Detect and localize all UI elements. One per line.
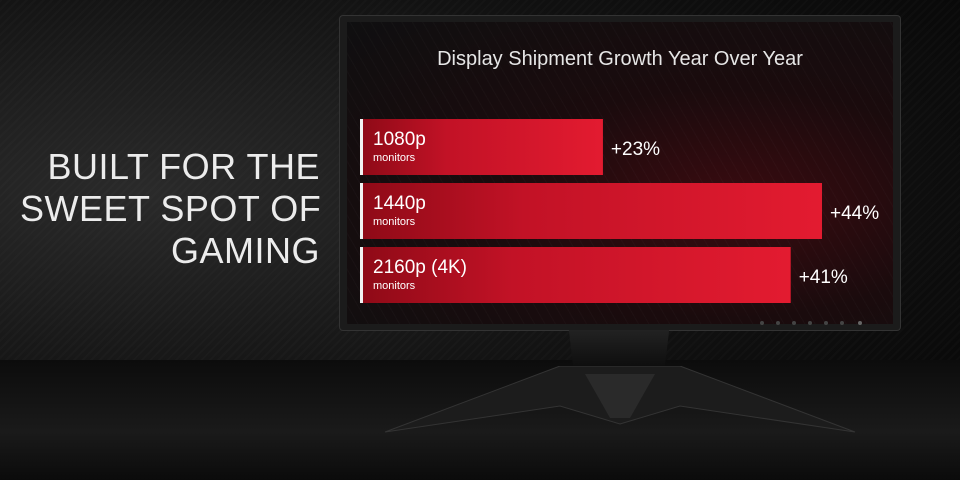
headline-line-2: SWEET SPOT OF [20, 188, 322, 229]
monitor-stand [384, 366, 856, 433]
headline: BUILT FOR THE SWEET SPOT OF GAMING [20, 146, 322, 272]
bezel-buttons [760, 321, 880, 327]
bar-edge [360, 119, 363, 175]
data-label: +23% [611, 139, 660, 160]
bar-group: 1440p monitors +44% [360, 183, 879, 239]
power-button-icon [858, 321, 862, 325]
category-sublabel: monitors [373, 152, 416, 164]
monitor-neck [568, 330, 670, 368]
data-label: +41% [799, 267, 848, 288]
bar-edge [360, 247, 363, 303]
bezel-button-icon [792, 321, 796, 325]
data-label: +44% [830, 203, 879, 224]
bezel-button-icon [776, 321, 780, 325]
bezel-button-icon [824, 321, 828, 325]
headline-line-3: GAMING [170, 230, 320, 271]
bar-chart: 1080p monitors +23% 1440p monitors +44% 2160p … [360, 119, 879, 303]
chart-title: Display Shipment Growth Year Over Year [437, 48, 803, 70]
monitor: Display Shipment Growth Year Over Year 1… [340, 16, 900, 330]
bar-group: 1080p monitors +23% [360, 119, 660, 175]
bar-edge [360, 183, 363, 239]
category-label: 1080p [373, 129, 426, 150]
bezel-button-icon [760, 321, 764, 325]
category-sublabel: monitors [373, 216, 416, 228]
headline-line-1: BUILT FOR THE [47, 146, 320, 187]
monitor-screen: Display Shipment Growth Year Over Year 1… [347, 22, 893, 324]
category-sublabel: monitors [373, 280, 416, 292]
category-label: 2160p (4K) [373, 257, 467, 278]
bar [363, 119, 603, 175]
bar [363, 183, 822, 239]
category-label: 1440p [373, 193, 426, 214]
bezel-button-icon [840, 321, 844, 325]
bezel-button-icon [808, 321, 812, 325]
bar-group: 2160p (4K) monitors +41% [360, 247, 848, 303]
bar [363, 247, 791, 303]
